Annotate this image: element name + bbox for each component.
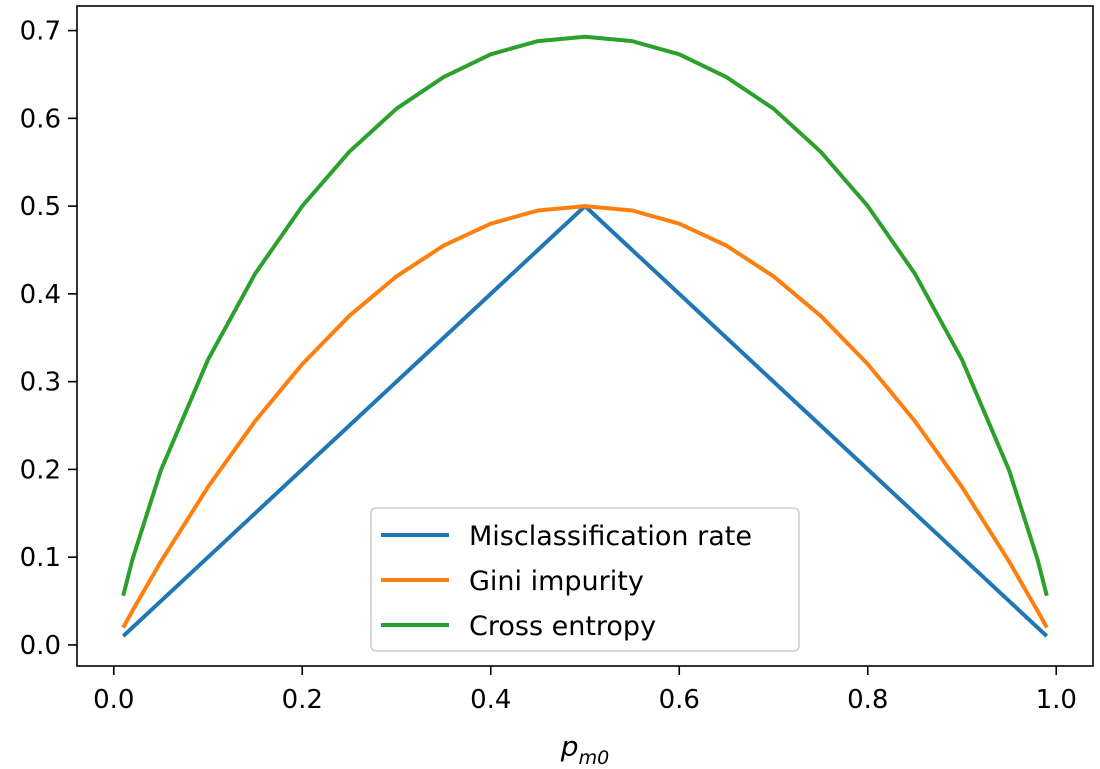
legend-label-0: Misclassification rate	[469, 521, 752, 552]
x-tick-label: 0.0	[93, 685, 134, 715]
plot-frame	[76, 5, 1094, 667]
series-line-1	[121, 204, 1049, 629]
legend-label-2: Cross entropy	[469, 611, 656, 642]
series-line-2	[121, 34, 1049, 597]
y-tick-label: 0.5	[20, 192, 61, 222]
legend-box	[370, 507, 800, 652]
y-tick-label: 0.7	[20, 17, 61, 47]
x-axis-label: pm0	[560, 730, 609, 769]
x-axis: 0.0 0.2 0.4 0.6 0.8 1.0	[93, 666, 1077, 715]
y-tick-label: 0.1	[20, 543, 61, 573]
x-tick-label: 0.6	[659, 685, 700, 715]
x-tick-label: 0.2	[282, 685, 323, 715]
legend: Misclassification rate Gini impurity Cross…	[370, 507, 800, 652]
plot-lines	[121, 34, 1049, 638]
x-axis-label-base: p	[560, 730, 579, 763]
y-tick-label: 0.3	[20, 368, 61, 398]
x-tick-label: 0.4	[470, 685, 511, 715]
y-tick-label: 0.2	[20, 455, 61, 485]
x-tick-label: 0.8	[847, 685, 888, 715]
y-tick-label: 0.0	[20, 631, 61, 661]
x-tick-label: 1.0	[1036, 685, 1077, 715]
legend-label-1: Gini impurity	[469, 566, 644, 597]
y-tick-label: 0.4	[20, 280, 61, 310]
y-tick-label: 0.6	[20, 104, 61, 134]
x-axis-label-subscript: m0	[579, 747, 610, 769]
y-axis: 0.0 0.1 0.2 0.3 0.4 0.5 0.6 0.7	[20, 17, 77, 661]
